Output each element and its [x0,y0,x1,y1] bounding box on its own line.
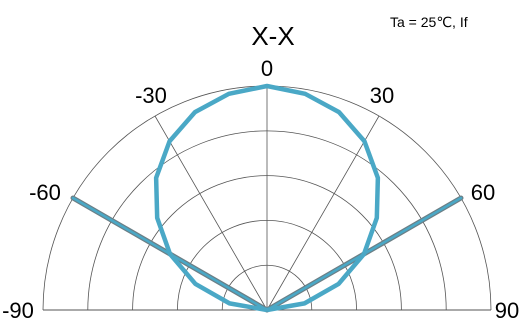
tick-label-60: 60 [471,180,495,205]
polar-grid [42,85,492,311]
grid-spoke-30 [266,115,380,311]
angle-tick-labels: -90 -60 -30 0 30 60 90 [2,56,519,321]
conditions-annotation: Ta = 25℃, If [390,14,468,30]
tick-label--90: -90 [2,298,34,321]
radiation-pattern [153,83,381,313]
chart-title: X-X [251,21,294,51]
tick-label-90: 90 [495,298,519,321]
tick-label-30: 30 [370,83,394,108]
grid-spoke--30 [154,115,268,311]
tick-label--60: -60 [29,180,61,205]
tick-label-0: 0 [261,56,273,81]
pattern-curve-1 [153,83,381,313]
tick-label--30: -30 [135,83,167,108]
